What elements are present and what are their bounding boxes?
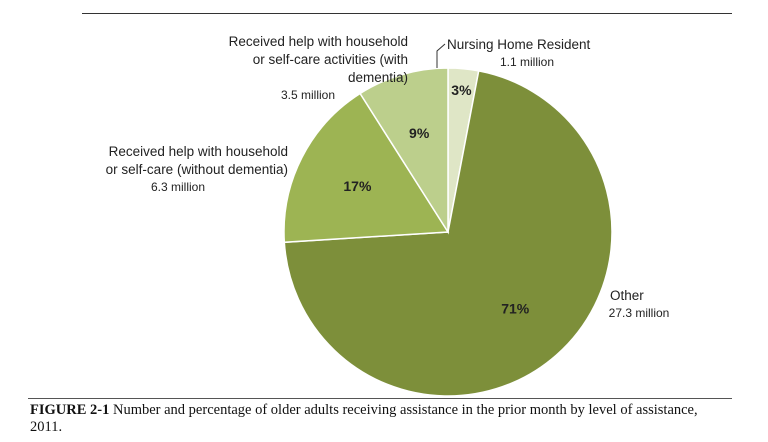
category-labels: Nursing Home Resident 1.1 million Other 27.… xyxy=(106,34,670,320)
percent-label-nursing-home-resident: 3% xyxy=(451,82,472,98)
pie-slices xyxy=(283,67,613,397)
pie-chart: 3% 71% 17% 9% Nursing Home Resident 1.1 mill… xyxy=(106,34,670,397)
percent-label-received-help-with-household-or-self-care-without-dementia: 17% xyxy=(343,178,372,194)
leader-line-nursing-home-resident xyxy=(436,43,446,68)
category-label-received-help-with-household-or-self-care-activities-with-dementia: Received help with household or self-care… xyxy=(229,34,408,85)
percent-label-received-help-with-household-or-self-care-activities-with-dementia: 9% xyxy=(409,125,430,141)
caption-rule xyxy=(28,398,732,399)
percent-labels: 3% 71% 17% 9% xyxy=(343,82,529,316)
amount-label-received-help-with-household-or-self-care-activities-with-dementia: 3.5 million xyxy=(281,88,335,102)
caption-text: Number and percentage of older adults re… xyxy=(30,402,698,435)
category-label-received-help-with-household-or-self-care-without-dementia: Received help with household or self-care… xyxy=(106,144,288,177)
leader-lines xyxy=(436,43,446,68)
amount-label-received-help-with-household-or-self-care-without-dementia: 6.3 million xyxy=(151,180,205,194)
figure-caption: FIGURE 2-1 Number and percentage of olde… xyxy=(30,402,730,436)
percent-label-other: 71% xyxy=(501,300,530,316)
amount-label-other: 27.3 million xyxy=(609,306,670,320)
category-label-nursing-home-resident: Nursing Home Resident xyxy=(447,37,591,52)
figure-label: FIGURE 2-1 xyxy=(30,402,110,418)
amount-label-nursing-home-resident: 1.1 million xyxy=(500,55,554,69)
category-label-other: Other xyxy=(610,288,644,303)
top-rule xyxy=(82,13,732,14)
pie-slice-received-help-with-household-or-self-care-activities-with-dementia xyxy=(359,67,449,235)
pie-slice-received-help-with-household-or-self-care-without-dementia xyxy=(283,92,450,244)
